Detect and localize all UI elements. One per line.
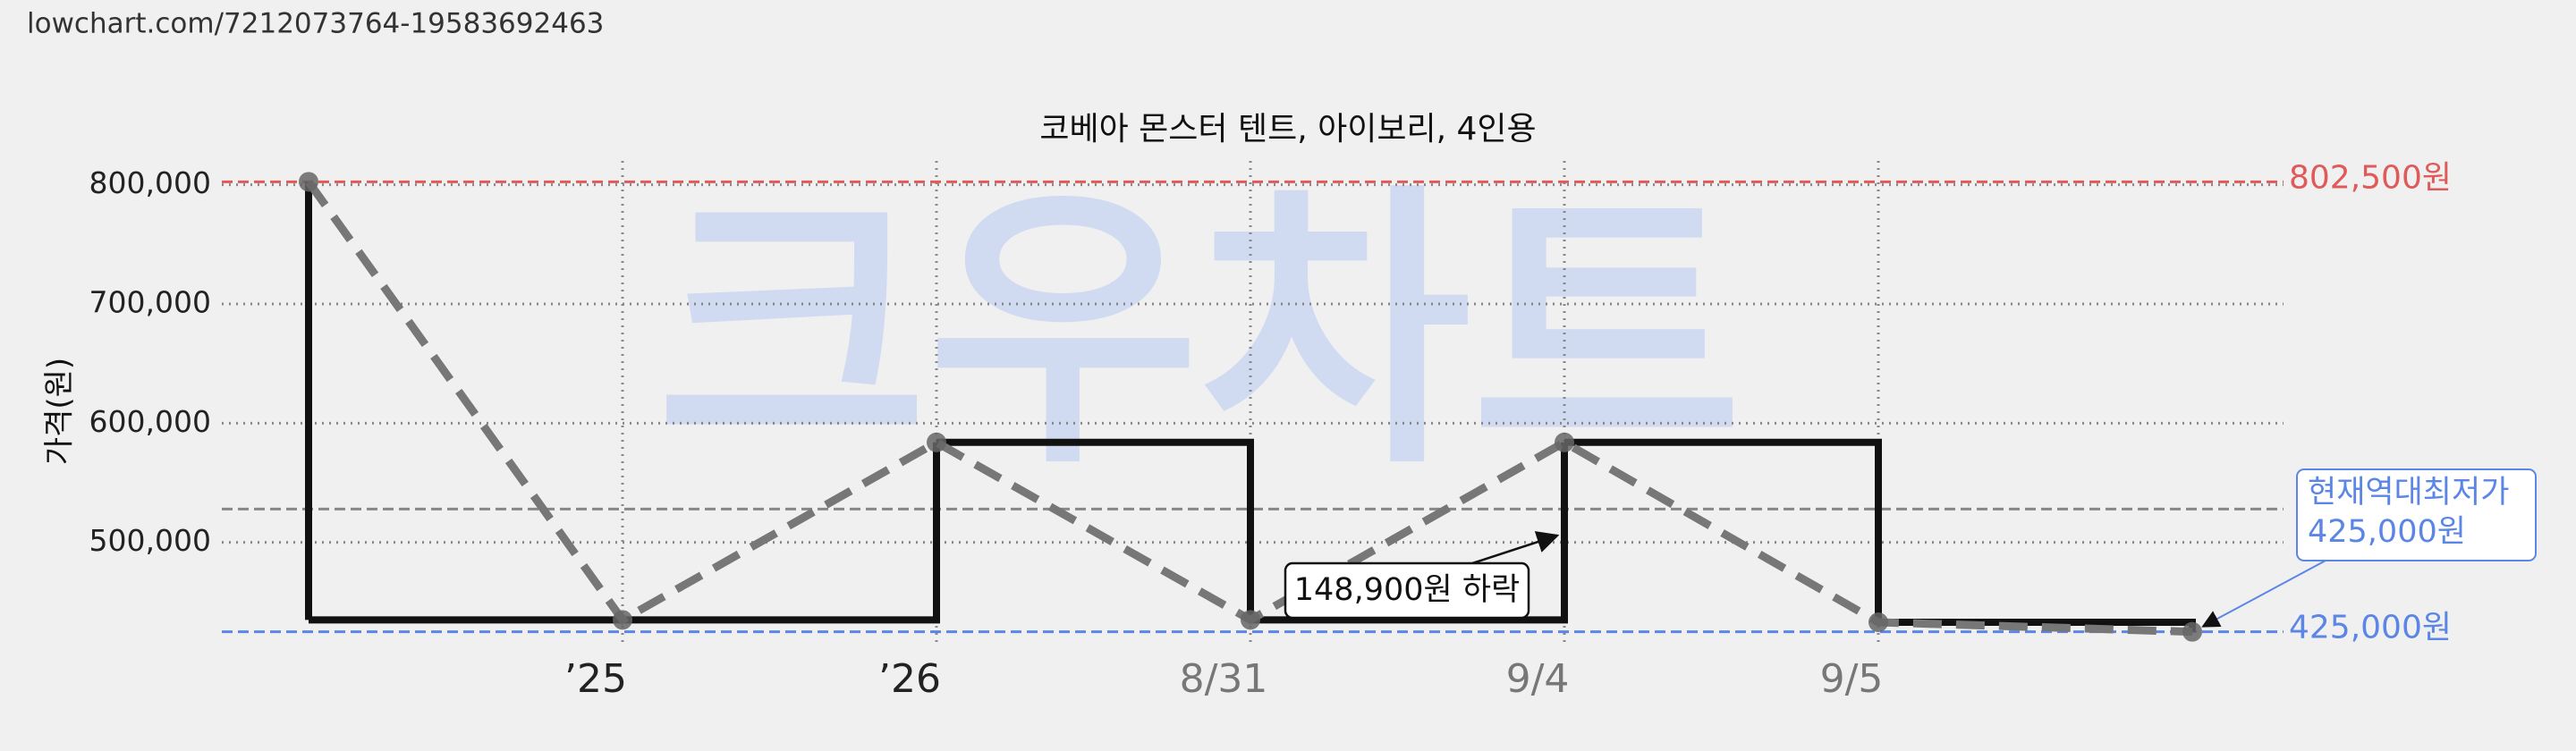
point bbox=[299, 172, 318, 192]
annotation-text: 148,900원 하락 bbox=[1294, 572, 1520, 608]
x-tick-label: 9/4 bbox=[1506, 656, 1570, 702]
step-segment bbox=[1564, 438, 1882, 622]
y-axis-label: 가격(원) bbox=[42, 358, 78, 465]
x-tick-label: 9/5 bbox=[1820, 656, 1884, 702]
step-segment bbox=[623, 442, 940, 624]
point bbox=[927, 432, 946, 452]
y-tick-label: 500,000 bbox=[89, 523, 211, 558]
y-tick-label: 800,000 bbox=[89, 165, 211, 200]
point bbox=[1241, 610, 1260, 630]
x-tick-label: ’26 bbox=[878, 656, 941, 702]
point bbox=[613, 610, 632, 630]
point bbox=[1868, 612, 1888, 632]
step-segment bbox=[936, 438, 1254, 620]
url: lowchart.com/7212073764-19583692463 bbox=[27, 8, 604, 40]
point bbox=[1555, 432, 1574, 452]
y-tick-label: 700,000 bbox=[89, 285, 211, 320]
callout-box bbox=[2296, 468, 2537, 561]
annotation-box bbox=[1284, 561, 1530, 620]
callout-text: 현재역대최저가 bbox=[2308, 475, 2509, 511]
point bbox=[2182, 621, 2202, 642]
chart-title: 코베아 몬스터 텐트, 아이보리, 4인용 bbox=[1039, 111, 1536, 148]
callout-text: 425,000원 bbox=[2308, 514, 2466, 550]
annotation-arrow bbox=[1466, 531, 1560, 567]
reference-label: 425,000원 bbox=[2289, 610, 2452, 646]
callout-arrow bbox=[2201, 560, 2326, 628]
x-tick-label: 8/31 bbox=[1180, 656, 1268, 702]
y-tick-label: 600,000 bbox=[89, 404, 211, 439]
x-tick-label: ’25 bbox=[564, 656, 627, 702]
step-segment bbox=[1250, 442, 1568, 624]
reference-label: 802,500원 bbox=[2289, 159, 2452, 196]
